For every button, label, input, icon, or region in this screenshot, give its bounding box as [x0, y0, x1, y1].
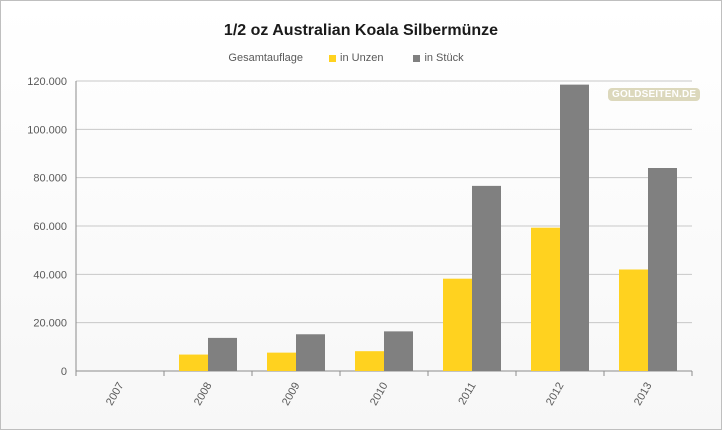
x-tick-label: 2008 — [192, 381, 215, 408]
bar-unzen — [619, 269, 648, 371]
x-tick-label: 2010 — [368, 381, 391, 408]
x-tick-label: 2011 — [456, 381, 478, 407]
bar-stueck — [208, 337, 237, 371]
legend-label-unzen: in Unzen — [340, 52, 384, 64]
x-tick-label: 2012 — [544, 381, 567, 408]
y-tick-label: 120.000 — [27, 76, 67, 88]
bar-stueck — [384, 331, 413, 371]
legend-title: Gesamtauflage — [228, 52, 304, 64]
bar-stueck — [296, 334, 325, 371]
chart-legend: Gesamtauflage in Unzen in Stück — [0, 52, 722, 64]
bar-stueck — [472, 185, 501, 371]
y-tick-label: 60.000 — [33, 221, 67, 233]
x-tick-label: 2007 — [104, 381, 127, 408]
y-tick-label: 40.000 — [33, 269, 67, 281]
bar-unzen — [355, 351, 384, 371]
x-tick-label: 2009 — [280, 381, 303, 408]
y-tick-label: 20.000 — [33, 318, 67, 330]
chart-title: 1/2 oz Australian Koala Silbermünze — [223, 22, 499, 39]
bar-stueck — [648, 168, 677, 371]
bar-unzen — [443, 278, 472, 371]
legend-swatch-unzen — [329, 54, 337, 62]
y-tick-label: 0 — [61, 366, 67, 378]
bar-stueck — [560, 84, 589, 371]
legend-item-stueck[interactable]: in Stück — [413, 52, 464, 64]
legend-swatch-stueck — [413, 54, 421, 62]
y-tick-label: 100.000 — [27, 124, 67, 136]
y-tick-label: 80.000 — [33, 173, 67, 185]
bar-unzen — [267, 352, 296, 371]
bar-unzen — [531, 227, 560, 371]
x-tick-label: 2013 — [632, 381, 655, 408]
legend-item-unzen[interactable]: in Unzen — [329, 52, 383, 64]
bar-unzen — [179, 354, 208, 371]
watermark-logo: GOLDSEITEN.DE — [608, 88, 701, 101]
legend-label-stueck: in Stück — [424, 52, 464, 64]
